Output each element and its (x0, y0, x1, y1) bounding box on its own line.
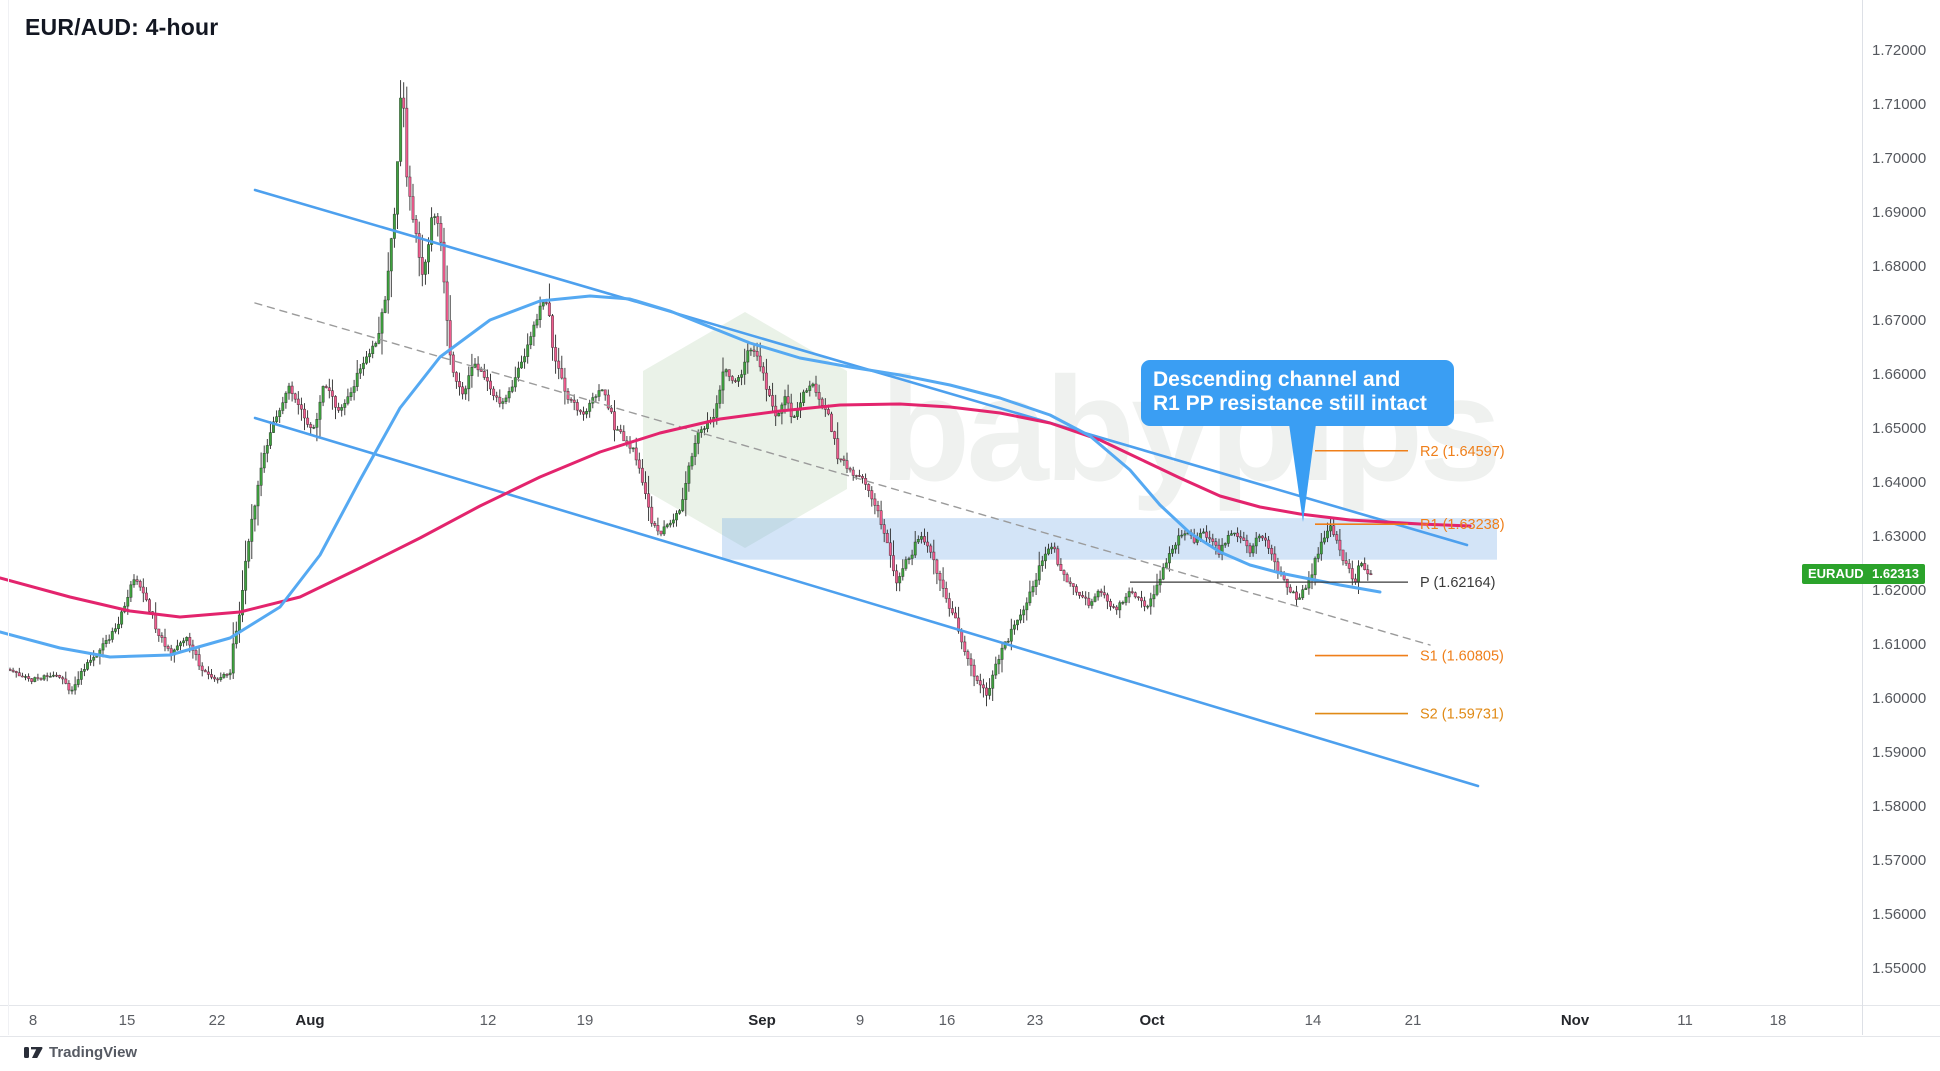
pivot-label-s2: S2 (1.59731) (1420, 707, 1504, 723)
y-axis-label: 1.63000 (1872, 528, 1927, 545)
y-axis-label: 1.59000 (1872, 744, 1927, 761)
x-axis-label: Aug (295, 1012, 325, 1029)
y-axis-label: 1.68000 (1872, 258, 1927, 275)
y-axis-label: 1.70000 (1872, 150, 1927, 167)
y-axis-label: 1.55000 (1872, 960, 1927, 977)
r1-resistance-zone (722, 518, 1497, 560)
x-axis-label: 23 (1026, 1012, 1044, 1029)
y-axis-label: 1.66000 (1872, 366, 1927, 383)
y-axis-label: 1.58000 (1872, 798, 1927, 815)
pivot-label-s1: S1 (1.60805) (1420, 649, 1504, 665)
up-candle-bodies (24, 97, 1364, 696)
y-axis-label: 1.65000 (1872, 420, 1927, 437)
x-axis-label: 16 (938, 1012, 956, 1029)
callout-tail[interactable] (1289, 424, 1316, 522)
page-title: EUR/AUD: 4-hour (25, 14, 219, 40)
chart-left-border (8, 0, 9, 1035)
pink-ma-line (0, 402, 1472, 619)
symbol-badge: EURAUD (1802, 564, 1870, 584)
x-axis-label: 9 (855, 1012, 865, 1029)
x-axis-label: Oct (1139, 1012, 1165, 1029)
blue-ma-line (0, 294, 1382, 659)
descending-channel-midline[interactable] (254, 302, 1431, 646)
price-axis[interactable]: 1.72000 1.71000 1.70000 1.69000 1.68000 1.670… (1862, 0, 1940, 1005)
x-axis-label: 21 (1404, 1012, 1422, 1029)
x-axis-label: 15 (118, 1012, 136, 1029)
watermark-hexagon-icon (643, 312, 847, 548)
callout-annotation[interactable]: Descending channel and R1 PP resistance … (1141, 360, 1454, 426)
pivot-label-r2: R2 (1.64597) (1420, 444, 1505, 460)
pivot-label-r1: R1 (1.63238) (1420, 517, 1505, 533)
x-axis-label: 22 (208, 1012, 226, 1029)
y-axis-label: 1.61000 (1872, 636, 1927, 653)
down-candle-bodies (8, 97, 1373, 696)
pivot-label-p: P (1.62164) (1420, 575, 1496, 591)
last-price-badge: 1.62313 (1866, 564, 1925, 584)
x-axis-label: 19 (576, 1012, 594, 1029)
x-axis-label: 11 (1677, 1012, 1693, 1029)
x-axis-label: 8 (28, 1012, 38, 1029)
y-axis-label: 1.69000 (1872, 204, 1927, 221)
y-axis-label: 1.72000 (1872, 42, 1927, 59)
callout-line-2: R1 PP resistance still intact (1153, 392, 1427, 415)
y-axis-label: 1.57000 (1872, 852, 1927, 869)
time-axis[interactable]: 8 15 22 Aug 12 19 Sep 9 16 23 Oct 14 21 Nov 11 18 (0, 1005, 1940, 1037)
axis-separator (1862, 1005, 1863, 1035)
tradingview-logo[interactable]: TradingView (24, 1044, 137, 1061)
tradingview-logo-text: TradingView (49, 1044, 138, 1061)
descending-channel-lower-line[interactable] (253, 416, 1480, 788)
y-axis-label: 1.56000 (1872, 906, 1927, 923)
y-axis-label: 1.60000 (1872, 690, 1927, 707)
x-axis-label: Sep (748, 1012, 776, 1029)
callout-line-1: Descending channel and (1153, 368, 1401, 391)
x-axis-label: Nov (1560, 1012, 1590, 1029)
x-axis-label: 18 (1769, 1012, 1787, 1029)
y-axis-label: 1.64000 (1872, 474, 1927, 491)
x-axis-label: 12 (479, 1012, 497, 1029)
y-axis-label: 1.62000 (1872, 582, 1927, 599)
y-axis-label: 1.67000 (1872, 312, 1927, 329)
x-axis-label: 14 (1304, 1012, 1322, 1029)
tradingview-logo-icon (24, 1047, 43, 1058)
y-axis-label: 1.71000 (1872, 96, 1927, 113)
